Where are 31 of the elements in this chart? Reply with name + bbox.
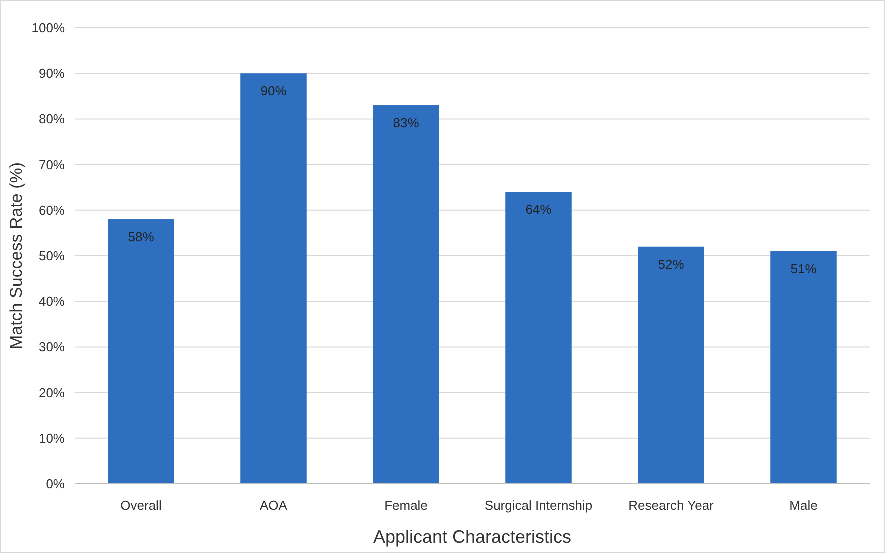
y-tick-label: 40%	[38, 294, 66, 310]
data-label: 58%	[128, 230, 155, 245]
y-tick-label: 90%	[38, 66, 66, 82]
data-label: 51%	[790, 261, 818, 276]
bar	[770, 251, 837, 484]
bar	[638, 246, 704, 484]
x-tick-label: Male	[790, 498, 818, 513]
y-tick-label: 50%	[38, 248, 66, 264]
y-tick-label: 20%	[38, 385, 66, 400]
bar	[506, 192, 572, 484]
x-axis-title: Applicant Characteristics	[373, 527, 572, 547]
x-tick-label: Research Year	[628, 498, 715, 513]
y-tick-label: 60%	[38, 202, 66, 218]
y-tick-label: 0%	[46, 476, 66, 492]
bar	[108, 220, 174, 484]
data-label: 83%	[393, 116, 420, 131]
y-tick-label: 100%	[32, 20, 66, 36]
y-tick-label: 80%	[38, 112, 66, 127]
x-tick-label: Surgical Internship	[484, 498, 593, 513]
data-label: 52%	[658, 256, 685, 272]
y-axis-title: Match Success Rate (%)	[7, 162, 26, 350]
y-tick-label: 10%	[38, 430, 66, 446]
y-tick-label: 70%	[38, 157, 66, 172]
data-label: 64%	[526, 202, 552, 218]
data-label: 90%	[260, 84, 288, 99]
x-tick-label: AOA	[260, 498, 288, 513]
x-tick-label: Overall	[120, 498, 162, 513]
y-tick-label: 30%	[38, 340, 66, 355]
bar	[373, 106, 440, 484]
bar	[240, 74, 307, 484]
x-tick-label: Female	[384, 498, 428, 513]
